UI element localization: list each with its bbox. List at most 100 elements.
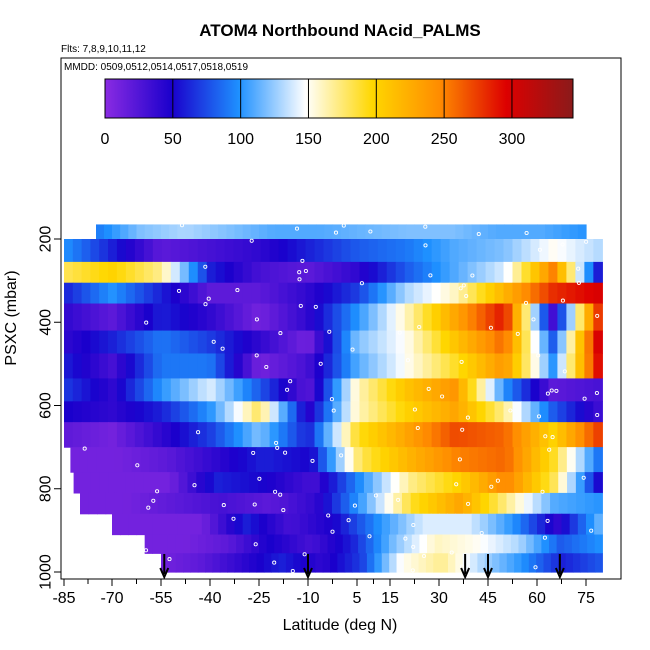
curtain-cell bbox=[125, 422, 136, 448]
curtain-cell bbox=[233, 330, 244, 355]
curtain-cell bbox=[72, 303, 83, 332]
curtain-cell bbox=[177, 513, 187, 536]
curtain-cell bbox=[553, 513, 563, 536]
ground-arrow-head bbox=[554, 567, 565, 580]
curtain-cell bbox=[395, 239, 406, 263]
curtain-cell bbox=[170, 239, 181, 263]
curtain-cell bbox=[297, 492, 307, 515]
curtain-cell bbox=[584, 303, 594, 332]
curtain-cell bbox=[528, 224, 538, 240]
curtain-cell bbox=[584, 422, 594, 448]
curtain-cell bbox=[566, 353, 576, 380]
curtain-cell bbox=[373, 534, 382, 554]
curtain-cell bbox=[557, 401, 567, 423]
curtain-cell bbox=[285, 553, 294, 573]
curtain-cell bbox=[64, 303, 74, 332]
curtain-cell bbox=[188, 330, 199, 355]
curtain-cell bbox=[374, 553, 383, 573]
curtain-cell bbox=[242, 261, 253, 284]
curtain-cell bbox=[350, 330, 361, 355]
curtain-cell bbox=[310, 472, 321, 494]
colorbar: 0 50 100 150 200 250 300 bbox=[101, 78, 574, 148]
curtain-cell bbox=[375, 492, 386, 515]
curtain-cell bbox=[401, 492, 412, 515]
curtain-cell bbox=[422, 513, 432, 536]
curtain-cell bbox=[201, 224, 211, 240]
curtain-cell bbox=[184, 447, 195, 473]
curtain-cell bbox=[296, 330, 307, 355]
colorbar-tick-label: 100 bbox=[227, 131, 254, 148]
curtain-cell bbox=[206, 282, 217, 305]
sample-marker bbox=[143, 548, 149, 553]
sample-marker bbox=[542, 535, 547, 540]
sample-marker bbox=[302, 552, 307, 557]
curtain-cell bbox=[72, 239, 83, 263]
curtain-cell bbox=[284, 472, 294, 494]
curtain-cell bbox=[349, 492, 359, 515]
curtain-cell bbox=[144, 534, 153, 554]
curtain-cell bbox=[549, 447, 559, 473]
curtain-cell bbox=[233, 378, 244, 402]
curtain-cell bbox=[179, 282, 190, 305]
sample-marker bbox=[537, 247, 542, 252]
curtain-cell bbox=[79, 447, 89, 473]
curtain-cell bbox=[521, 261, 532, 284]
curtain-cell bbox=[377, 330, 388, 355]
curtain-cell bbox=[575, 447, 586, 473]
curtain-cell bbox=[211, 447, 221, 473]
curtain-cell bbox=[305, 422, 316, 448]
curtain-cell bbox=[212, 553, 221, 573]
curtain-cell bbox=[561, 513, 571, 536]
curtain-cell bbox=[270, 492, 281, 515]
curtain-cell bbox=[242, 422, 253, 448]
curtain-cell bbox=[417, 472, 427, 494]
curtain-cell bbox=[157, 492, 168, 515]
curtain-cell bbox=[512, 378, 523, 402]
curtain-cell bbox=[341, 422, 352, 448]
curtain-cell bbox=[215, 303, 226, 332]
curtain-cell bbox=[108, 282, 118, 305]
curtain-cell bbox=[149, 492, 159, 515]
sample-marker bbox=[595, 412, 600, 418]
curtain-cell bbox=[104, 224, 113, 240]
curtain-cell bbox=[152, 472, 162, 494]
curtain-cell bbox=[330, 553, 338, 573]
curtain-cell bbox=[503, 261, 514, 284]
curtain-cell bbox=[486, 447, 497, 473]
curtain-cell bbox=[512, 261, 523, 284]
curtain-cell bbox=[99, 303, 109, 332]
curtain-cell bbox=[159, 534, 169, 554]
sample-marker bbox=[297, 270, 302, 275]
curtain-cell bbox=[168, 553, 177, 573]
curtain-cell bbox=[406, 224, 416, 240]
curtain-cell bbox=[64, 261, 74, 284]
curtain-cell bbox=[314, 401, 325, 423]
curtain-cell bbox=[359, 422, 370, 448]
curtain-cell bbox=[196, 472, 206, 494]
curtain-cell bbox=[73, 472, 83, 494]
curtain-cell bbox=[359, 353, 370, 380]
curtain-cell bbox=[368, 401, 379, 423]
curtain-cell bbox=[575, 353, 585, 380]
curtain-cell bbox=[143, 378, 154, 402]
curtain-cell bbox=[134, 401, 145, 423]
curtain-cell bbox=[224, 353, 235, 380]
curtain-cell bbox=[465, 534, 474, 554]
colorbar-tick-label: 250 bbox=[431, 131, 458, 148]
curtain-cell bbox=[449, 353, 460, 380]
curtain-cell bbox=[332, 330, 343, 355]
curtain-cell bbox=[404, 401, 415, 423]
sample-marker bbox=[411, 544, 416, 549]
curtain-cell bbox=[64, 401, 74, 423]
curtain-cell bbox=[287, 303, 298, 332]
curtain-cell bbox=[565, 553, 574, 573]
curtain-cell bbox=[269, 303, 280, 332]
curtain-cell bbox=[260, 303, 271, 332]
sample-marker bbox=[576, 266, 581, 271]
curtain-cell bbox=[228, 534, 237, 554]
curtain-cell bbox=[377, 239, 388, 263]
curtain-cell bbox=[161, 513, 170, 536]
curtain-cell bbox=[161, 472, 171, 494]
curtain-cell bbox=[497, 492, 508, 515]
curtain-cell bbox=[368, 282, 379, 305]
